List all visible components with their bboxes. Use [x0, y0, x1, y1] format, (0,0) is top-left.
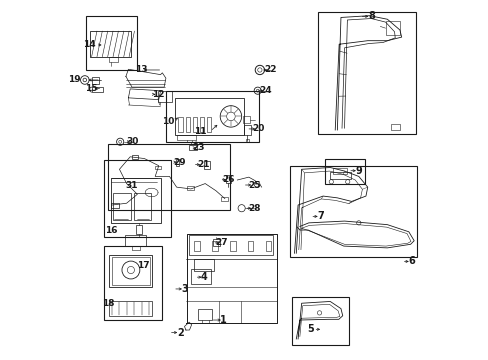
Text: 26: 26 — [222, 175, 235, 184]
Text: 1: 1 — [220, 315, 227, 325]
Bar — [157, 91, 172, 102]
Bar — [113, 193, 130, 220]
Text: 12: 12 — [151, 90, 164, 99]
Bar — [212, 241, 217, 251]
Bar — [134, 193, 151, 220]
Bar — [206, 117, 211, 132]
Bar — [108, 57, 118, 62]
Text: 2: 2 — [177, 328, 183, 338]
Bar — [243, 116, 249, 123]
Bar — [225, 175, 231, 183]
Bar — [185, 117, 189, 132]
Bar — [92, 87, 102, 92]
Text: 7: 7 — [317, 211, 324, 221]
Text: 16: 16 — [105, 225, 118, 234]
Text: 23: 23 — [192, 143, 204, 152]
Bar — [194, 241, 200, 251]
Bar — [290, 166, 416, 257]
Text: 15: 15 — [85, 84, 98, 93]
Text: 11: 11 — [194, 127, 206, 136]
Bar — [291, 297, 348, 345]
Bar — [109, 301, 152, 316]
Text: 19: 19 — [68, 76, 80, 85]
Bar — [189, 145, 197, 150]
Bar — [200, 117, 203, 132]
Text: 5: 5 — [306, 324, 313, 334]
Text: 17: 17 — [137, 261, 150, 270]
Bar — [230, 241, 235, 251]
Bar — [244, 125, 250, 135]
Bar — [92, 77, 99, 84]
Bar — [176, 159, 179, 166]
Bar — [265, 241, 271, 251]
Bar — [166, 91, 258, 142]
Bar — [187, 186, 193, 190]
Bar — [111, 203, 119, 208]
Bar — [189, 235, 272, 255]
Bar — [332, 168, 346, 174]
Bar — [108, 144, 230, 210]
Bar — [245, 139, 248, 142]
Bar — [90, 31, 131, 57]
Text: 22: 22 — [264, 66, 276, 75]
Bar — [110, 178, 160, 223]
Bar — [124, 235, 146, 246]
Text: 28: 28 — [247, 204, 260, 213]
Bar — [390, 123, 399, 130]
Bar — [190, 269, 210, 284]
Text: 14: 14 — [82, 40, 95, 49]
Text: 6: 6 — [407, 256, 414, 266]
Bar — [324, 159, 365, 184]
Text: 21: 21 — [196, 160, 209, 169]
Bar — [85, 17, 137, 70]
Bar — [104, 160, 170, 237]
Text: 8: 8 — [367, 12, 374, 21]
Bar — [247, 241, 253, 251]
Bar — [198, 309, 212, 320]
Text: 25: 25 — [247, 180, 260, 189]
Bar — [176, 135, 196, 140]
Text: 10: 10 — [162, 117, 174, 126]
Text: 3: 3 — [181, 284, 188, 294]
Bar — [135, 225, 142, 234]
Text: 24: 24 — [259, 86, 272, 95]
Bar — [385, 21, 399, 35]
Text: 4: 4 — [201, 272, 207, 282]
Bar — [175, 98, 244, 135]
Bar — [104, 246, 162, 320]
Text: 30: 30 — [126, 137, 139, 146]
Bar — [221, 197, 227, 202]
Text: 27: 27 — [215, 238, 228, 247]
Bar — [329, 172, 350, 179]
Bar — [111, 257, 150, 285]
Bar — [192, 117, 197, 132]
Text: 20: 20 — [251, 125, 264, 134]
Bar — [317, 12, 415, 134]
Text: 9: 9 — [355, 166, 362, 176]
Text: 13: 13 — [134, 66, 147, 75]
Text: 29: 29 — [173, 158, 185, 167]
Bar — [178, 117, 183, 132]
Bar — [213, 239, 220, 246]
Text: 18: 18 — [102, 299, 115, 308]
Bar — [203, 161, 209, 168]
Text: 31: 31 — [125, 181, 137, 190]
Bar — [194, 258, 214, 271]
Bar — [109, 255, 152, 287]
Bar — [132, 155, 138, 159]
Bar — [155, 166, 160, 169]
